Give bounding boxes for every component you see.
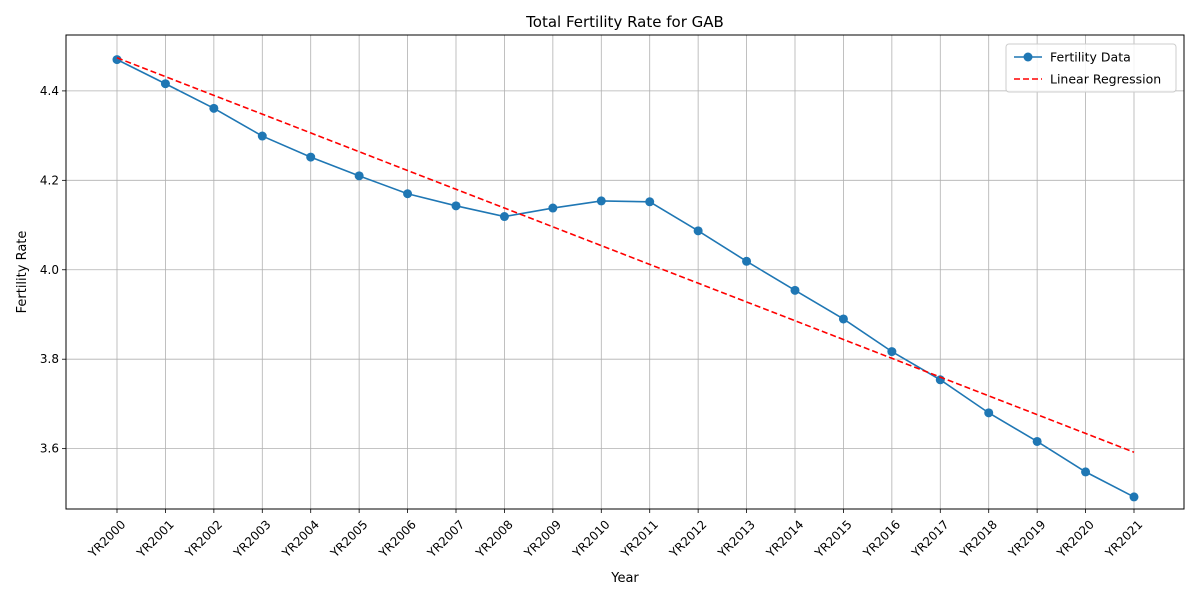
regression-line [116,57,1135,453]
x-tick-label: YR2009 [521,517,564,560]
data-point-marker [693,226,703,236]
data-point-marker [354,171,364,181]
x-tick-label: YR2007 [424,517,467,560]
legend-marker [1023,52,1033,62]
chart-title: Total Fertility Rate for GAB [525,13,724,31]
data-point-marker [499,212,509,222]
data-point-marker [403,189,413,199]
legend: Fertility Data Linear Regression [1005,43,1177,93]
x-tick-label: YR2020 [1054,517,1097,560]
y-axis-ticks: 3.6 3.8 4.0 4.2 4.4 [40,84,66,456]
data-point-marker [548,203,558,213]
x-tick-label: YR2002 [182,517,225,560]
x-tick-label: YR2016 [860,517,903,560]
x-tick-label: YR2012 [666,517,709,560]
data-point-marker [1081,467,1091,477]
x-axis-label: Year [610,571,639,586]
data-point-marker [112,55,122,65]
x-tick-label: YR2015 [811,517,854,560]
data-point-marker [306,152,316,162]
series-layer [112,55,1139,502]
data-point-marker [790,285,800,295]
x-tick-label: YR2019 [1005,517,1048,560]
x-tick-label: YR2006 [376,517,419,560]
data-point-marker [984,408,994,418]
x-tick-label: YR2010 [569,517,612,560]
data-point-marker [1032,436,1042,446]
x-tick-label: YR2013 [715,517,758,560]
data-point-marker [742,256,752,266]
data-point-marker [838,314,848,324]
x-tick-label: YR2004 [279,517,322,560]
data-point-marker [209,103,219,113]
data-point-marker [887,347,897,357]
grid-lines [66,35,1184,509]
x-tick-label: YR2000 [85,517,128,560]
x-tick-label: YR2003 [230,517,273,560]
data-series-line [116,58,1135,498]
y-tick-label: 4.0 [40,263,59,277]
y-axis-label: Fertility Rate [15,231,30,314]
plot-frame [65,34,1185,510]
legend-entry-label: Fertility Data [1050,50,1131,65]
x-tick-label: YR2018 [957,517,1000,560]
x-tick-label: YR2008 [472,517,515,560]
data-point-marker [596,196,606,206]
legend-box [1005,43,1177,93]
y-tick-label: 3.6 [40,442,59,456]
x-axis-ticks: YR2000 YR2001 YR2002 YR2003 YR2004 YR2005 YR20… [85,509,1145,561]
x-tick-label: YR2017 [908,517,951,560]
y-tick-label: 4.4 [40,84,59,98]
x-tick-label: YR2014 [763,517,806,560]
x-tick-label: YR2005 [327,517,370,560]
x-tick-label: YR2001 [133,517,176,560]
x-tick-label: YR2011 [618,517,661,560]
y-tick-label: 4.2 [40,173,59,187]
y-tick-label: 3.8 [40,352,59,366]
data-point-marker [645,197,655,207]
legend-entry-label: Linear Regression [1050,72,1161,87]
data-point-marker [257,131,267,141]
data-point-marker [451,201,461,211]
data-point-marker [160,79,170,89]
data-point-marker [1129,492,1139,502]
x-tick-label: YR2021 [1102,517,1145,560]
